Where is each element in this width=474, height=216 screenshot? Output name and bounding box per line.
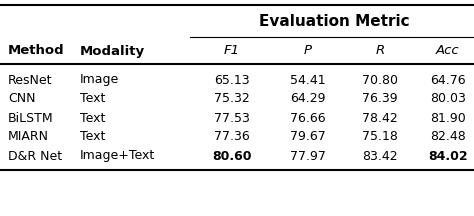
Text: Text: Text [80, 92, 105, 105]
Text: D&R Net: D&R Net [8, 149, 62, 162]
Text: BiLSTM: BiLSTM [8, 111, 54, 124]
Text: 64.76: 64.76 [430, 73, 466, 86]
Text: Image+Text: Image+Text [80, 149, 155, 162]
Text: 81.90: 81.90 [430, 111, 466, 124]
Text: 76.39: 76.39 [362, 92, 398, 105]
Text: Method: Method [8, 44, 64, 57]
Text: 80.03: 80.03 [430, 92, 466, 105]
Text: R: R [375, 44, 384, 57]
Text: 83.42: 83.42 [362, 149, 398, 162]
Text: 80.60: 80.60 [212, 149, 252, 162]
Text: Text: Text [80, 111, 105, 124]
Text: 78.42: 78.42 [362, 111, 398, 124]
Text: Acc: Acc [436, 44, 460, 57]
Text: Image: Image [80, 73, 119, 86]
Text: 64.29: 64.29 [290, 92, 326, 105]
Text: Evaluation Metric: Evaluation Metric [259, 13, 410, 29]
Text: 54.41: 54.41 [290, 73, 326, 86]
Text: 65.13: 65.13 [214, 73, 250, 86]
Text: 75.18: 75.18 [362, 130, 398, 143]
Text: ResNet: ResNet [8, 73, 53, 86]
Text: 77.97: 77.97 [290, 149, 326, 162]
Text: 77.36: 77.36 [214, 130, 250, 143]
Text: 84.02: 84.02 [428, 149, 468, 162]
Text: F1: F1 [224, 44, 240, 57]
Text: Modality: Modality [80, 44, 145, 57]
Text: 70.80: 70.80 [362, 73, 398, 86]
Text: 82.48: 82.48 [430, 130, 466, 143]
Text: 75.32: 75.32 [214, 92, 250, 105]
Text: MIARN: MIARN [8, 130, 49, 143]
Text: P: P [304, 44, 312, 57]
Text: 76.66: 76.66 [290, 111, 326, 124]
Text: CNN: CNN [8, 92, 36, 105]
Text: 79.67: 79.67 [290, 130, 326, 143]
Text: Text: Text [80, 130, 105, 143]
Text: 77.53: 77.53 [214, 111, 250, 124]
